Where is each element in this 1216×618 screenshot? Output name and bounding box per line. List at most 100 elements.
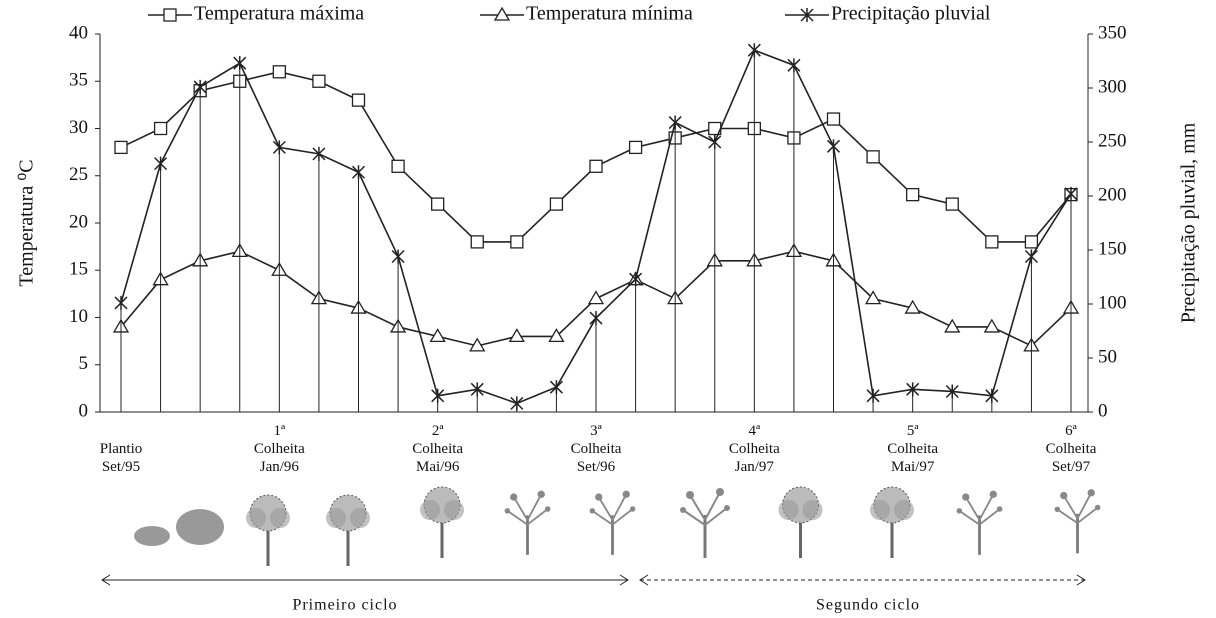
marker xyxy=(1064,186,1078,201)
marker xyxy=(668,115,682,130)
series-line xyxy=(120,70,1072,243)
y-tick-label: 30 xyxy=(69,117,88,138)
y-tick-label: 15 xyxy=(69,259,88,280)
x-tick-label: 5ª Colheita Mai/97 xyxy=(887,423,939,475)
marker xyxy=(945,384,959,399)
marker xyxy=(114,140,128,155)
marker xyxy=(312,146,326,161)
marker xyxy=(904,299,921,314)
marker xyxy=(628,140,643,155)
marker xyxy=(945,197,959,211)
marker xyxy=(391,249,405,264)
plant-icon xyxy=(776,485,825,560)
marker xyxy=(906,382,920,397)
marker xyxy=(587,290,605,305)
x-tick-label: 4ª Colheita Jan/97 xyxy=(728,423,780,475)
legend-item: Temperatura máxima xyxy=(148,3,364,25)
y2-tick-label: 150 xyxy=(1098,238,1127,259)
marker xyxy=(493,6,511,21)
plant-illustrations xyxy=(134,485,1103,568)
marker xyxy=(1024,249,1038,264)
plant-icon xyxy=(678,486,732,560)
marker xyxy=(510,396,524,411)
marker xyxy=(193,79,207,94)
plant-icon xyxy=(1052,487,1103,555)
marker xyxy=(787,58,801,73)
marker xyxy=(944,318,961,333)
plant-icon xyxy=(955,489,1004,557)
y2-tick-label: 0 xyxy=(1098,400,1108,421)
marker xyxy=(351,93,366,107)
y2-tick-label: 350 xyxy=(1098,22,1127,43)
marker xyxy=(431,388,445,403)
y-tick-label: 5 xyxy=(79,353,89,374)
plant-icon xyxy=(588,489,637,557)
marker xyxy=(985,388,999,403)
marker xyxy=(708,135,722,149)
plant-icon xyxy=(503,489,552,557)
marker xyxy=(233,56,247,71)
marker xyxy=(1024,235,1039,249)
marker xyxy=(153,121,168,136)
y2-tick-label: 250 xyxy=(1098,130,1127,151)
x-tick-label: 1ª Colheita Jan/96 xyxy=(253,423,305,475)
marker xyxy=(826,112,841,126)
annotation: Primeiro ciclo xyxy=(292,597,397,614)
plant-icon xyxy=(176,509,224,545)
plant-icon xyxy=(324,493,372,568)
arrow-head xyxy=(639,574,1086,586)
legend-item: Temperatura mínima xyxy=(480,3,693,25)
series xyxy=(114,43,1078,412)
marker xyxy=(510,235,524,249)
marker xyxy=(866,388,880,403)
y-tick-label: 20 xyxy=(69,211,88,232)
legend-label: Precipitação pluvial xyxy=(831,3,991,25)
x-tick-label: Plantio Set/95 xyxy=(99,441,143,475)
marker xyxy=(272,140,286,155)
marker xyxy=(826,139,841,154)
y2-tick-label: 300 xyxy=(1098,76,1127,97)
y-axis-title: Temperatura ⁰C xyxy=(16,159,38,286)
y2-axis-title: Precipitação pluvial, mm xyxy=(1178,122,1200,323)
arrow-head xyxy=(101,574,629,586)
marker xyxy=(469,337,486,352)
series xyxy=(114,65,1078,249)
marker xyxy=(431,197,445,211)
marker xyxy=(800,8,814,22)
y-tick-label: 35 xyxy=(69,70,88,91)
marker xyxy=(470,235,484,249)
annotation: Segundo ciclo xyxy=(816,597,920,614)
y-tick-label: 25 xyxy=(69,164,88,185)
x-tick-label: 3ª Colheita Set/96 xyxy=(570,423,622,475)
x-tick-label: 2ª Colheita Mai/96 xyxy=(412,423,464,475)
y2-tick-label: 100 xyxy=(1098,292,1127,313)
legend-label: Temperatura mínima xyxy=(526,3,693,25)
marker xyxy=(906,187,920,202)
marker xyxy=(470,382,484,397)
y-tick-label: 0 xyxy=(79,400,89,421)
y-tick-label: 40 xyxy=(69,22,88,43)
x-tick-label: 6ª Colheita Set/97 xyxy=(1045,423,1097,475)
marker xyxy=(549,197,564,211)
y-tick-label: 10 xyxy=(69,306,88,327)
plant-icon xyxy=(868,485,916,560)
plant-icon xyxy=(418,485,466,560)
marker xyxy=(864,290,882,305)
marker xyxy=(508,328,525,343)
marker xyxy=(548,328,565,343)
plant-icon xyxy=(134,526,170,546)
marker xyxy=(272,65,286,79)
marker xyxy=(629,272,643,287)
marker xyxy=(312,74,326,88)
legend-label: Temperatura máxima xyxy=(194,3,364,25)
marker xyxy=(983,318,1000,333)
marker xyxy=(391,159,405,173)
marker xyxy=(985,235,999,249)
plant-icon xyxy=(244,493,292,568)
marker xyxy=(429,328,446,343)
marker xyxy=(747,43,761,58)
marker xyxy=(163,8,177,22)
marker xyxy=(866,150,880,164)
